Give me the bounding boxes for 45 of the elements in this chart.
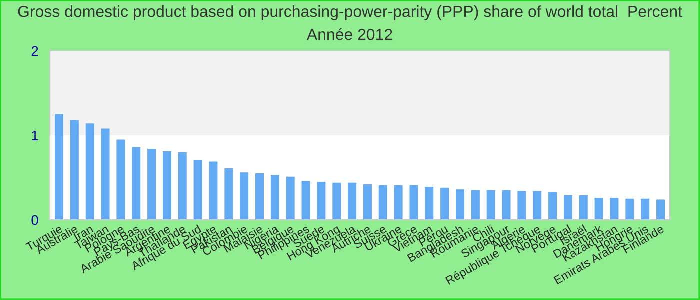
bar bbox=[440, 188, 450, 220]
bar bbox=[518, 191, 526, 220]
bar bbox=[162, 152, 172, 220]
bar bbox=[471, 190, 480, 220]
bar bbox=[610, 198, 619, 220]
y-tick-label: 2 bbox=[32, 46, 38, 56]
bar bbox=[209, 162, 218, 220]
bar bbox=[70, 120, 79, 220]
bar bbox=[256, 174, 264, 220]
bar bbox=[548, 192, 558, 220]
bar bbox=[502, 190, 511, 220]
bar bbox=[332, 182, 342, 220]
bar bbox=[425, 187, 434, 220]
bar bbox=[486, 190, 496, 220]
bar bbox=[302, 181, 310, 220]
bar bbox=[224, 168, 234, 220]
y-tick-label: 0 bbox=[32, 215, 38, 226]
bar bbox=[178, 152, 187, 220]
bar bbox=[194, 160, 202, 220]
bar bbox=[348, 182, 357, 220]
bar bbox=[55, 114, 64, 220]
bar bbox=[240, 172, 249, 220]
bar bbox=[579, 195, 588, 220]
bar bbox=[533, 191, 542, 220]
bar bbox=[641, 198, 650, 220]
bar bbox=[410, 185, 418, 220]
bar bbox=[148, 149, 156, 220]
bar bbox=[456, 190, 464, 220]
bar bbox=[363, 184, 372, 220]
bar bbox=[394, 185, 403, 220]
bar bbox=[270, 175, 280, 220]
bar bbox=[378, 185, 388, 220]
bar bbox=[101, 128, 110, 220]
bar bbox=[626, 198, 634, 220]
bar bbox=[564, 195, 572, 220]
bar bbox=[116, 140, 126, 220]
chart-title: Gross domestic product based on purchasing-power-parity (PPP) share of world total Percent bbox=[18, 6, 682, 20]
bar bbox=[132, 147, 141, 220]
bar bbox=[656, 200, 665, 220]
bar bbox=[86, 124, 94, 220]
chart-subtitle: Année 2012 bbox=[306, 28, 392, 40]
bar bbox=[594, 198, 604, 220]
bar bbox=[317, 182, 326, 220]
y-tick-label: 1 bbox=[32, 130, 38, 141]
bar bbox=[286, 176, 295, 220]
